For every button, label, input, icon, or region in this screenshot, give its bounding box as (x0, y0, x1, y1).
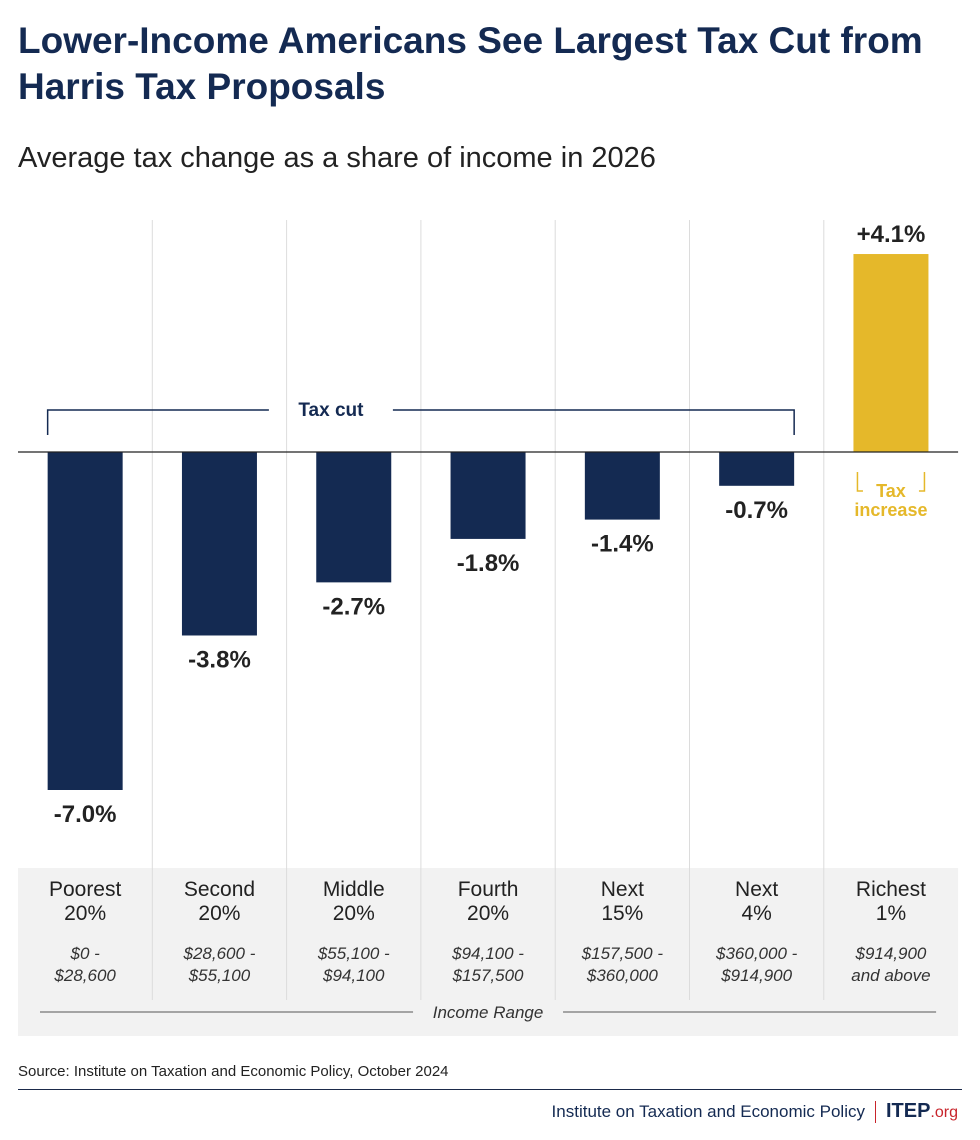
category-name-2: Second (184, 878, 255, 901)
value-label-6: -0.7% (725, 497, 788, 524)
bar-chart: Tax cut -7.0% -3.8% -2.7% -1.8% -1.4% -0.7% +4.… (18, 220, 959, 1036)
chart-subtitle: Average tax change as a share of income … (18, 142, 656, 174)
category-range-end-5: $360,000 (586, 966, 658, 985)
bar-6 (719, 452, 795, 486)
value-label-3: -2.7% (322, 593, 385, 620)
bar-5 (584, 452, 660, 520)
category-share-6: 4% (741, 902, 771, 925)
category-range-start-5: $157,500 - (581, 944, 664, 963)
value-label-1: -7.0% (54, 801, 117, 828)
category-name-1: Poorest (49, 878, 122, 901)
category-name-7: Richest (856, 878, 926, 901)
source-note: Source: Institute on Taxation and Econom… (18, 1063, 449, 1080)
bar-4 (450, 452, 526, 539)
value-label-4: -1.8% (457, 550, 520, 577)
bar-1 (47, 452, 123, 790)
tax-cut-bracket (46, 409, 795, 435)
tax-increase-label-line1: Tax (876, 481, 906, 501)
category-range-start-4: $94,100 - (451, 944, 524, 963)
bar-7 (853, 254, 929, 452)
x-axis-label: Income Range (433, 1003, 544, 1022)
category-share-1: 20% (64, 902, 106, 925)
category-range-end-7: and above (851, 966, 930, 985)
category-share-2: 20% (198, 902, 240, 925)
category-range-start-6: $360,000 - (715, 944, 798, 963)
value-label-5: -1.4% (591, 531, 654, 558)
footer-divider (18, 1089, 962, 1090)
category-share-7: 1% (876, 902, 906, 925)
category-range-end-1: $28,600 (53, 966, 116, 985)
value-label-7: +4.1% (857, 221, 926, 248)
logo-main: ITEP (885, 1100, 931, 1122)
bar-2 (181, 452, 257, 636)
category-range-end-6: $914,900 (720, 966, 792, 985)
bar-3 (316, 452, 392, 583)
category-range-end-4: $157,500 (452, 966, 524, 985)
logo-suffix: .org (930, 1104, 958, 1121)
category-range-start-7: $914,900 (854, 944, 926, 963)
footer-separator (874, 1100, 876, 1123)
footer-branding: Institute on Taxation and Economic Polic… (552, 1100, 958, 1123)
category-range-start-1: $0 - (70, 944, 101, 963)
chart-title: Lower-Income Americans See Largest Tax C… (18, 20, 923, 107)
org-name: Institute on Taxation and Economic Polic… (551, 1101, 865, 1121)
category-share-3: 20% (333, 902, 375, 925)
category-name-6: Next (735, 878, 778, 901)
category-range-start-2: $28,600 - (183, 944, 256, 963)
category-range-end-3: $94,100 (322, 966, 385, 985)
category-name-4: Fourth (458, 878, 519, 901)
category-range-end-2: $55,100 (188, 966, 251, 985)
category-name-5: Next (601, 878, 644, 901)
category-share-5: 15% (601, 902, 643, 925)
category-share-4: 20% (467, 902, 509, 925)
category-panel (18, 868, 959, 1036)
category-range-start-3: $55,100 - (317, 944, 390, 963)
tax-increase-bracket (856, 472, 926, 492)
tax-cut-label: Tax cut (298, 400, 364, 421)
tax-increase-label-line2: increase (854, 500, 927, 520)
value-label-2: -3.8% (188, 646, 251, 673)
itep-logo[interactable]: ITEP.org (886, 1100, 958, 1123)
category-name-3: Middle (323, 878, 385, 901)
